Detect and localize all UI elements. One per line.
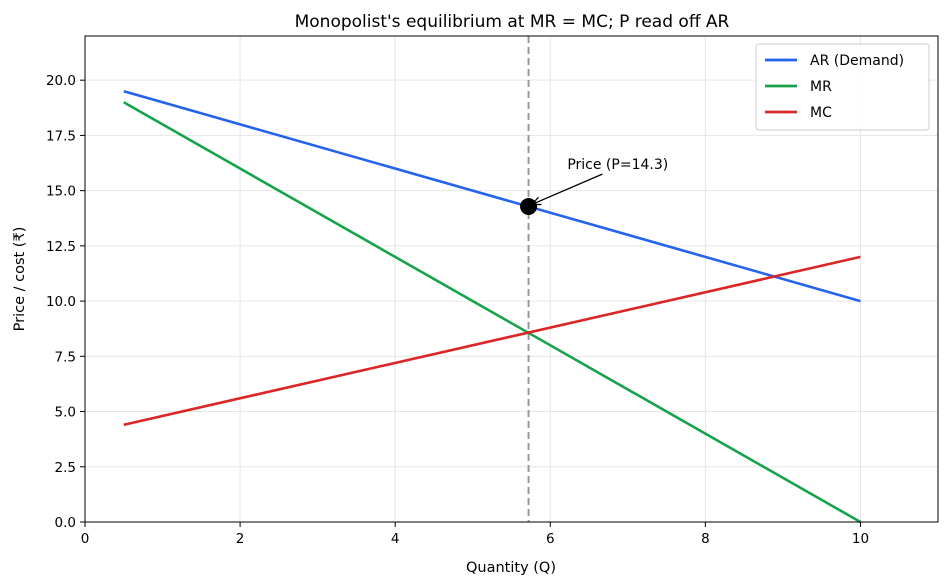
- chart-title: Monopolist's equilibrium at MR = MC; P r…: [295, 12, 730, 32]
- x-axis-ticks: 0 2 4 6 8 10: [81, 522, 869, 547]
- legend-label-0: AR (Demand): [810, 53, 904, 69]
- y-tick-label-1: 2.5: [55, 460, 76, 476]
- series-line-0: [123, 89, 861, 303]
- series-lines: [123, 89, 862, 524]
- y-tick-label-7: 17.5: [46, 128, 76, 144]
- series-line-1: [123, 101, 862, 524]
- y-tick-label-3: 7.5: [55, 349, 76, 365]
- legend: AR (Demand) MR MC: [755, 43, 930, 131]
- equilibrium-point: [520, 198, 538, 216]
- grid: [84, 36, 938, 523]
- legend-label-2: MC: [810, 105, 832, 121]
- y-tick-label-0: 0.0: [55, 515, 76, 531]
- equilibrium-markers: Price (P=14.3): [520, 157, 668, 216]
- legend-label-1: MR: [810, 79, 832, 95]
- plot-frame: [84, 35, 939, 523]
- x-tick-label-2: 4: [391, 531, 400, 547]
- y-tick-label-4: 10.0: [46, 294, 76, 310]
- y-tick-label-2: 5.0: [55, 405, 76, 421]
- y-axis-ticks: 0.0 2.5 5.0 7.5 10.0 12.5 15.0 17.5 20.0: [46, 73, 85, 531]
- x-tick-label-5: 10: [852, 531, 869, 547]
- series-line-2: [123, 255, 861, 427]
- y-tick-label-5: 12.5: [46, 239, 76, 255]
- x-tick-label-3: 6: [546, 531, 555, 547]
- x-tick-label-4: 8: [701, 531, 710, 547]
- annotation-arrow-head: [530, 196, 542, 206]
- x-tick-label-1: 2: [236, 531, 245, 547]
- x-tick-label-0: 0: [81, 531, 90, 547]
- x-axis-label: Quantity (Q): [466, 560, 556, 576]
- annotation-arrow-shaft: [531, 173, 603, 206]
- y-axis-label: Price / cost (₹): [12, 227, 28, 332]
- annotation-label: Price (P=14.3): [567, 157, 668, 173]
- legend-box: [755, 43, 930, 131]
- y-tick-label-8: 20.0: [46, 73, 76, 89]
- y-tick-label-6: 15.0: [46, 184, 76, 200]
